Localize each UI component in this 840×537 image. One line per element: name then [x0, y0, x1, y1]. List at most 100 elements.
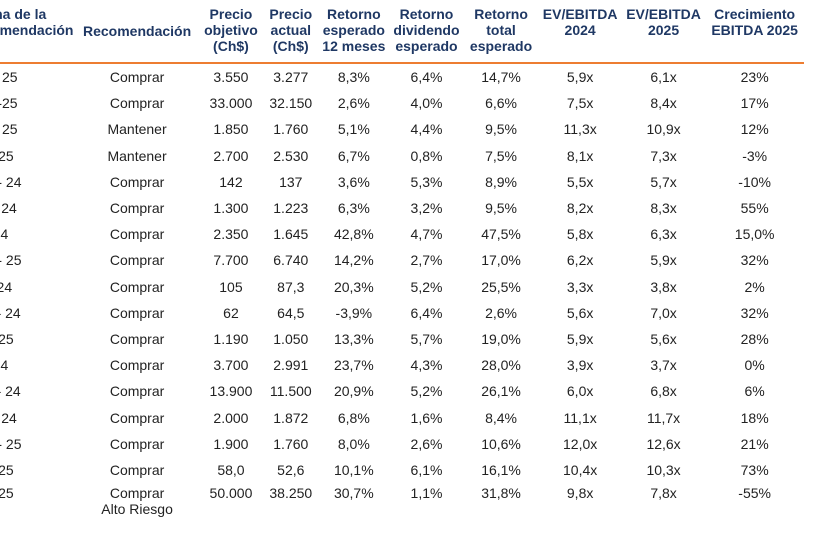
- cell-retorno-12m: 13,3%: [333, 330, 374, 347]
- cell-retorno-dividendo: 6,4%: [410, 304, 443, 321]
- cell-retorno-total: 7,5%: [485, 147, 517, 164]
- cell-precio-actual: 3.277: [273, 69, 309, 86]
- cell-recomendacion: Comprar: [109, 252, 165, 269]
- cell-recomendacion: Comprar: [109, 200, 165, 217]
- cell-crecimiento-ebitda: 32%: [740, 304, 769, 321]
- cell-retorno-total: 14,7%: [481, 69, 521, 86]
- cell-retorno-total: 17,0%: [481, 252, 521, 269]
- cell-retorno-total: 9,5%: [485, 121, 517, 138]
- cell-precio-objetivo: 1.190: [213, 330, 249, 347]
- table-row: jul-24 Comprar 2.350 1.645 42,8% 4,7% 47,5% 5,8…: [0, 221, 804, 247]
- table-row: feb- 25 Mantener 1.850 1.760 5,1% 4,4% 9,5% 11,…: [0, 116, 804, 142]
- cell-retorno-dividendo: 2,7%: [410, 252, 443, 269]
- cell-retorno-dividendo: 3,2%: [410, 200, 443, 217]
- cell-retorno-total: 28,0%: [481, 357, 521, 374]
- cell-retorno-total: 8,9%: [485, 173, 517, 190]
- cell-precio-objetivo: 7.700: [213, 252, 249, 269]
- cell-recomendacion: Comprar: [109, 435, 165, 452]
- cell-fecha: feb-25: [0, 461, 14, 478]
- table-row: jul- 24 Comprar 105 87,3 20,3% 5,2% 25,5% 3,3x 3…: [0, 274, 804, 300]
- table-body: feb- 25 Comprar 3.550 3.277 8,3% 6,4% 14,7% 5,9…: [0, 63, 804, 517]
- table-row: jul-24 Comprar 3.700 2.991 23,7% 4,3% 28,0% 3,9…: [0, 352, 804, 378]
- header-line: 2025: [647, 22, 680, 38]
- header-crecimiento-ebitda: Crecimiento EBITDA 2025: [705, 0, 804, 64]
- cell-recomendacion: Mantener: [107, 147, 167, 164]
- cell-precio-actual: 1.760: [273, 121, 309, 138]
- cell-retorno-12m: 6,7%: [337, 147, 370, 164]
- cell-crecimiento-ebitda: 55%: [740, 200, 769, 217]
- header-retorno-12m: Retorno esperado 12 meses: [318, 0, 390, 64]
- cell-crecimiento-ebitda: 21%: [740, 435, 769, 452]
- cell-fecha: feb- 25: [0, 121, 18, 138]
- cell-precio-objetivo: 3.550: [213, 69, 249, 86]
- cell-crecimiento-ebitda: 23%: [740, 69, 769, 86]
- cell-precio-actual: 1.760: [273, 435, 309, 452]
- cell-recomendacion: Comprar: [109, 461, 165, 478]
- cell-retorno-dividendo: 5,2%: [410, 278, 443, 295]
- cell-fecha: ene-25: [0, 95, 18, 112]
- cell-ev-ebitda-2025: 5,9x: [650, 252, 677, 269]
- cell-recomendacion: Comprar: [109, 383, 165, 400]
- cell-crecimiento-ebitda: -3%: [742, 147, 768, 164]
- cell-fecha: jul- 24: [0, 278, 13, 295]
- cell-recomendacion: Mantener: [107, 121, 167, 138]
- header-ev-ebitda-2025: EV/EBITDA 2025: [621, 0, 706, 64]
- cell-ev-ebitda-2025: 10,3x: [646, 461, 681, 478]
- cell-precio-objetivo: 58,0: [217, 461, 245, 478]
- cell-precio-objetivo: 13.900: [209, 383, 253, 400]
- header-line: dividendo: [393, 22, 460, 38]
- cell-ev-ebitda-2024: 12,0x: [563, 435, 598, 452]
- cell-recomendacion: Comprar Alto Riesgo: [101, 485, 173, 517]
- cell-crecimiento-ebitda: -10%: [738, 173, 771, 190]
- cell-ev-ebitda-2025: 12,6x: [646, 435, 681, 452]
- cell-retorno-total: 25,5%: [481, 278, 521, 295]
- cell-recomendacion: Comprar: [109, 357, 165, 374]
- cell-ev-ebitda-2024: 8,1x: [566, 147, 594, 164]
- cell-recomendacion: Comprar: [109, 95, 165, 112]
- cell-retorno-dividendo: 5,3%: [410, 173, 443, 190]
- table-row: nov- 24 Comprar 62 64,5 -3,9% 6,4% 2,6% 5,6x 7,0…: [0, 300, 804, 326]
- header-line: esperado: [395, 38, 458, 54]
- cell-recomendacion: Comprar: [109, 330, 165, 347]
- header-line: esperado: [322, 22, 385, 38]
- cell-ev-ebitda-2024: 5,9x: [566, 69, 594, 86]
- cell-retorno-12m: 8,3%: [337, 69, 370, 86]
- header-fecha: Fecha de larecomendación: [0, 0, 76, 64]
- cell-fecha: jul-24: [0, 357, 9, 374]
- header-line: Crecimiento: [714, 6, 796, 22]
- cell-precio-actual: 137: [279, 173, 303, 190]
- cell-precio-actual: 52,6: [277, 461, 305, 478]
- cell-retorno-12m: 6,8%: [337, 409, 370, 426]
- cell-ev-ebitda-2024: 11,1x: [563, 409, 597, 426]
- cell-retorno-dividendo: 4,4%: [410, 121, 443, 138]
- header-retorno-total: Retorno total esperado: [463, 0, 539, 64]
- cell-retorno-12m: 42,8%: [333, 226, 374, 243]
- cell-ev-ebitda-2024: 5,5x: [566, 173, 594, 190]
- cell-retorno-total: 47,5%: [481, 226, 521, 243]
- cell-retorno-total: 6,6%: [485, 95, 517, 112]
- header-recomendacion: Recomendación: [75, 0, 199, 64]
- cell-retorno-total: 26,1%: [481, 383, 521, 400]
- cell-precio-actual: 6.740: [273, 252, 309, 269]
- cell-precio-actual: 1.645: [273, 226, 309, 243]
- cell-retorno-12m: 5,1%: [337, 121, 370, 138]
- cell-crecimiento-ebitda: 6%: [744, 383, 765, 400]
- cell-precio-actual: 2.991: [273, 357, 309, 374]
- header-line: recomendación: [0, 22, 74, 38]
- cell-ev-ebitda-2024: 3,9x: [566, 357, 594, 374]
- cell-precio-actual: 1.872: [273, 409, 309, 426]
- cell-retorno-12m: 20,3%: [333, 278, 374, 295]
- cell-fecha: feb-25: [0, 330, 14, 347]
- cell-ev-ebitda-2025: 7,8x: [650, 485, 677, 501]
- cell-fecha: ene- 25: [0, 252, 22, 269]
- header-line: EV/EBITDA: [542, 6, 618, 22]
- header-line: Retorno: [326, 6, 381, 22]
- cell-precio-objetivo: 3.700: [213, 357, 249, 374]
- cell-retorno-12m: 6,3%: [337, 200, 370, 217]
- cell-fecha: feb-25: [0, 485, 14, 501]
- table-row: ene- 25 Comprar 1.900 1.760 8,0% 2,6% 10,6% 12,…: [0, 431, 804, 457]
- header-line: (Ch$): [272, 38, 309, 54]
- cell-fecha: ago- 24: [0, 173, 22, 190]
- cell-ev-ebitda-2025: 8,3x: [650, 200, 677, 217]
- cell-crecimiento-ebitda: 17%: [740, 95, 769, 112]
